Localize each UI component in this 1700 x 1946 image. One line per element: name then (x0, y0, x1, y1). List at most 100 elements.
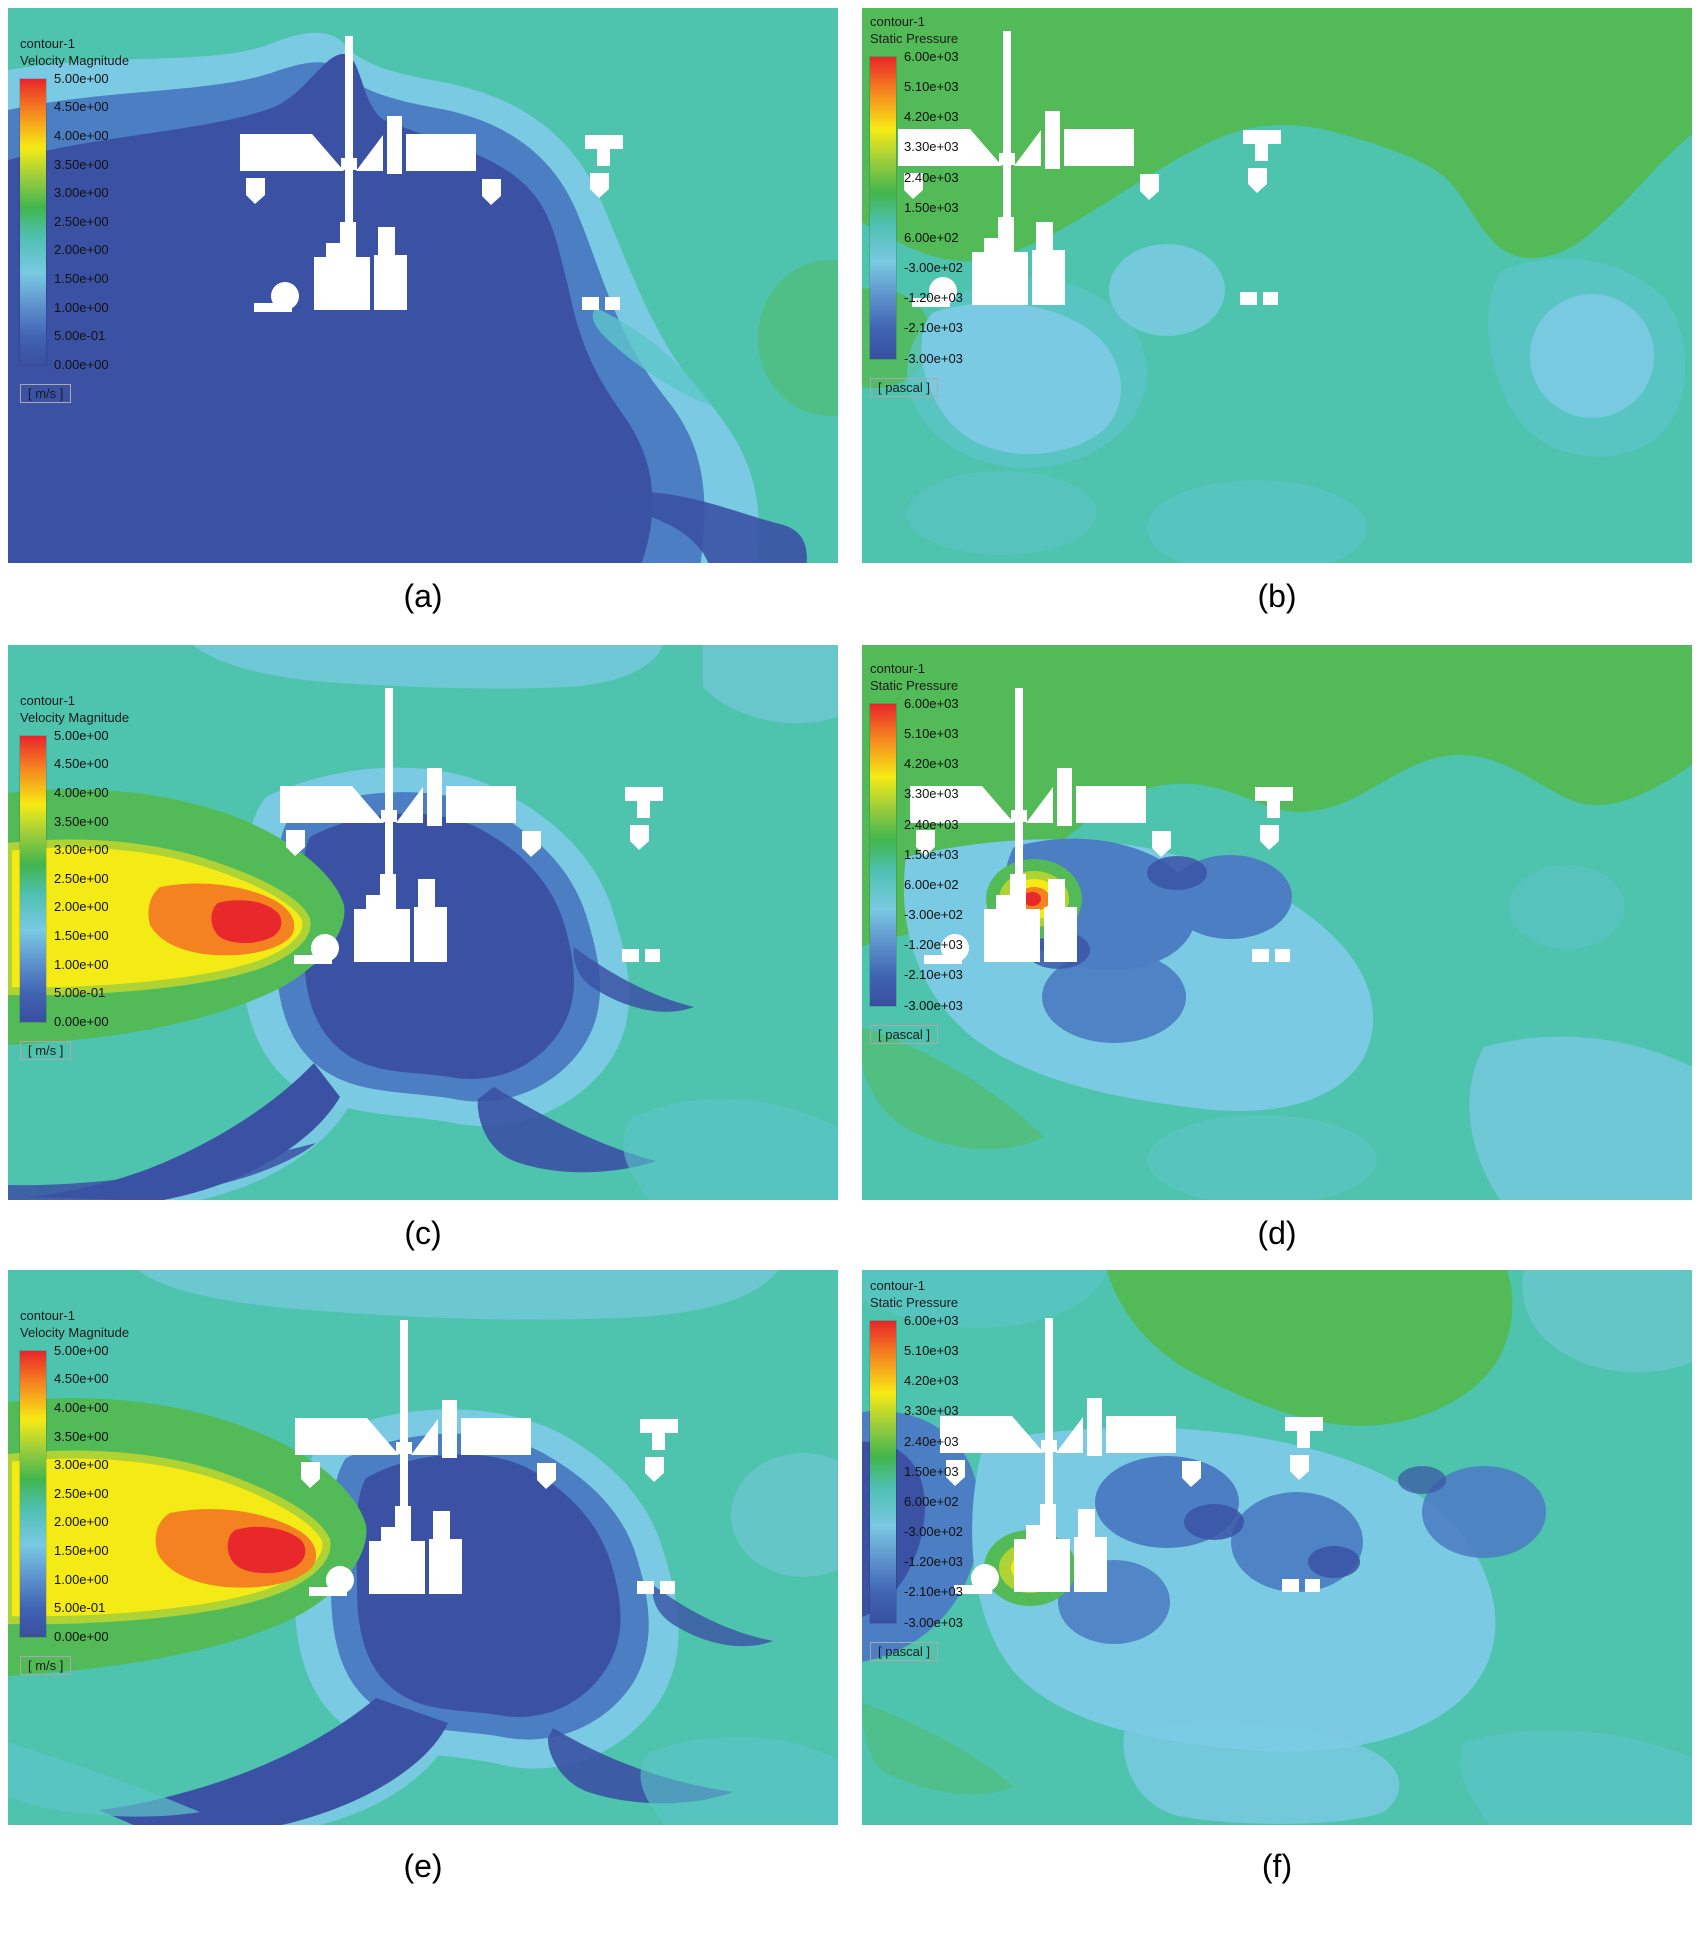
colorbar-ticks: 5.00e+00 4.50e+00 4.00e+00 3.50e+00 3.00e+00… (54, 728, 109, 1029)
colorbar-tick-label: -1.20e+03 (904, 937, 963, 953)
legend-title-line2: Velocity Magnitude (20, 709, 130, 725)
colorbar-tick-label: 6.00e+03 (904, 1312, 959, 1328)
contour-plot-a (8, 8, 838, 563)
legend-title: contour-1 Velocity Magnitude (20, 1308, 129, 1342)
colorbar-tick-label: 4.20e+03 (904, 756, 959, 772)
colorbar-tick-label: 1.00e+00 (54, 299, 109, 315)
colorbar-tick-label: 1.50e+00 (54, 927, 109, 943)
legend-unit: [ m/s ] (20, 1040, 72, 1060)
colorbar-tick-label: 6.00e+03 (904, 695, 959, 711)
colorbar-tick-label: 1.00e+00 (54, 1571, 109, 1587)
colorbar-tick-label: 5.00e-01 (54, 985, 106, 1001)
legend-velocity-c: contour-1 Velocity Magnitude 5.00e+00 4.5… (20, 693, 129, 1060)
colorbar (870, 1320, 896, 1623)
legend-unit: [ pascal ] (870, 377, 939, 397)
colorbar (20, 1350, 46, 1637)
colorbar-tick-label: 4.50e+00 (54, 99, 109, 115)
colorbar-tick-label: -3.00e+02 (904, 1524, 963, 1540)
legend-unit: [ pascal ] (870, 1641, 939, 1661)
caption-d: (d) (1257, 1215, 1297, 1251)
legend-unit: [ m/s ] (20, 1655, 72, 1675)
contour-plot-d (862, 645, 1692, 1200)
colorbar-tick-label: 5.10e+03 (904, 725, 959, 741)
caption-f: (f) (1261, 1848, 1293, 1884)
colorbar-tick-label: -3.00e+03 (904, 1614, 963, 1630)
caption-b: (b) (1257, 578, 1297, 614)
panel-d: contour-1 Static Pressure 6.00e+03 5.10e+… (862, 645, 1692, 1200)
legend-title: contour-1 Static Pressure (870, 1278, 963, 1312)
colorbar-tick-label: 1.00e+00 (54, 956, 109, 972)
colorbar-ticks: 5.00e+00 4.50e+00 4.00e+00 3.50e+00 3.00e+00… (54, 1342, 109, 1644)
legend-title-line1: contour-1 (870, 1278, 925, 1293)
legend-title: contour-1 Velocity Magnitude (20, 36, 129, 70)
colorbar-tick-label: 3.50e+00 (54, 156, 109, 172)
colorbar-tick-label: 5.00e-01 (54, 1600, 106, 1616)
colorbar-tick-label: 3.30e+03 (904, 786, 959, 802)
legend-title-line2: Static Pressure (870, 677, 959, 693)
legend-pressure-b: contour-1 Static Pressure 6.00e+03 5.10e+… (870, 14, 963, 397)
legend-title: contour-1 Velocity Magnitude (20, 693, 129, 727)
colorbar-tick-label: 2.40e+03 (904, 816, 959, 832)
panel-c: contour-1 Velocity Magnitude 5.00e+00 4.5… (8, 645, 838, 1200)
colorbar-tick-label: 3.00e+00 (54, 842, 109, 858)
colorbar-tick-label: 5.00e+00 (54, 70, 109, 86)
caption-a: (a) (403, 578, 443, 614)
legend-title-line2: Velocity Magnitude (20, 52, 130, 68)
colorbar-tick-label: 3.50e+00 (54, 1428, 109, 1444)
colorbar-tick-label: 4.00e+00 (54, 127, 109, 143)
colorbar-tick-label: -3.00e+03 (904, 997, 963, 1013)
panel-f: contour-1 Static Pressure 6.00e+03 5.10e+… (862, 1270, 1692, 1825)
colorbar-tick-label: -1.20e+03 (904, 290, 963, 306)
colorbar-tick-label: 1.50e+03 (904, 846, 959, 862)
colorbar-tick-label: 4.20e+03 (904, 109, 959, 125)
colorbar-tick-label: 0.00e+00 (54, 356, 109, 372)
panel-e: contour-1 Velocity Magnitude 5.00e+00 4.5… (8, 1270, 838, 1825)
colorbar (870, 703, 896, 1006)
colorbar-tick-label: 1.50e+03 (904, 199, 959, 215)
contour-blobs-b (862, 8, 1692, 563)
colorbar-tick-label: 1.50e+00 (54, 270, 109, 286)
colorbar-tick-label: 2.00e+00 (54, 242, 109, 258)
colorbar-tick-label: 5.00e+00 (54, 1342, 109, 1358)
colorbar-ticks: 6.00e+03 5.10e+03 4.20e+03 3.30e+03 2.40e+03… (904, 48, 963, 366)
colorbar-ticks: 5.00e+00 4.50e+00 4.00e+00 3.50e+00 3.00e+00… (54, 70, 109, 372)
colorbar-tick-label: 1.50e+03 (904, 1463, 959, 1479)
colorbar-tick-label: 4.00e+00 (54, 1399, 109, 1415)
legend-title: contour-1 Static Pressure (870, 14, 963, 48)
colorbar-tick-label: 4.20e+03 (904, 1373, 959, 1389)
caption-c: (c) (404, 1215, 442, 1251)
colorbar-tick-label: -3.00e+03 (904, 350, 963, 366)
colorbar-tick-label: 3.00e+00 (54, 1457, 109, 1473)
colorbar-tick-label: -2.10e+03 (904, 967, 963, 983)
contour-plot-e (8, 1270, 838, 1825)
colorbar-tick-label: 2.40e+03 (904, 169, 959, 185)
colorbar-tick-label: 0.00e+00 (54, 1628, 109, 1644)
colorbar-tick-label: -2.10e+03 (904, 1584, 963, 1600)
contour-plot-f (862, 1270, 1692, 1825)
legend-pressure-d: contour-1 Static Pressure 6.00e+03 5.10e+… (870, 661, 963, 1044)
colorbar-tick-label: 1.50e+00 (54, 1542, 109, 1558)
colorbar-tick-label: 2.50e+00 (54, 1485, 109, 1501)
legend-title-line1: contour-1 (870, 14, 925, 29)
colorbar (20, 735, 46, 1022)
colorbar-tick-label: -3.00e+02 (904, 260, 963, 276)
legend-title-line1: contour-1 (20, 693, 75, 708)
colorbar-tick-label: 2.50e+00 (54, 213, 109, 229)
colorbar-tick-label: -2.10e+03 (904, 320, 963, 336)
legend-title-line1: contour-1 (20, 36, 75, 51)
colorbar-tick-label: 3.00e+00 (54, 185, 109, 201)
colorbar-tick-label: 6.00e+02 (904, 876, 959, 892)
colorbar-tick-label: 3.30e+03 (904, 139, 959, 155)
colorbar-tick-label: -1.20e+03 (904, 1554, 963, 1570)
colorbar-tick-label: 6.00e+03 (904, 48, 959, 64)
legend-velocity-a: contour-1 Velocity Magnitude 5.00e+00 4.5… (20, 36, 129, 403)
colorbar-tick-label: 0.00e+00 (54, 1013, 109, 1029)
contour-plot-c (8, 645, 838, 1200)
colorbar-tick-label: -3.00e+02 (904, 907, 963, 923)
colorbar-tick-label: 4.50e+00 (54, 756, 109, 772)
legend-title: contour-1 Static Pressure (870, 661, 963, 695)
panel-a: contour-1 Velocity Magnitude 5.00e+00 4.5… (8, 8, 838, 563)
legend-title-line1: contour-1 (870, 661, 925, 676)
colorbar-tick-label: 2.50e+00 (54, 870, 109, 886)
